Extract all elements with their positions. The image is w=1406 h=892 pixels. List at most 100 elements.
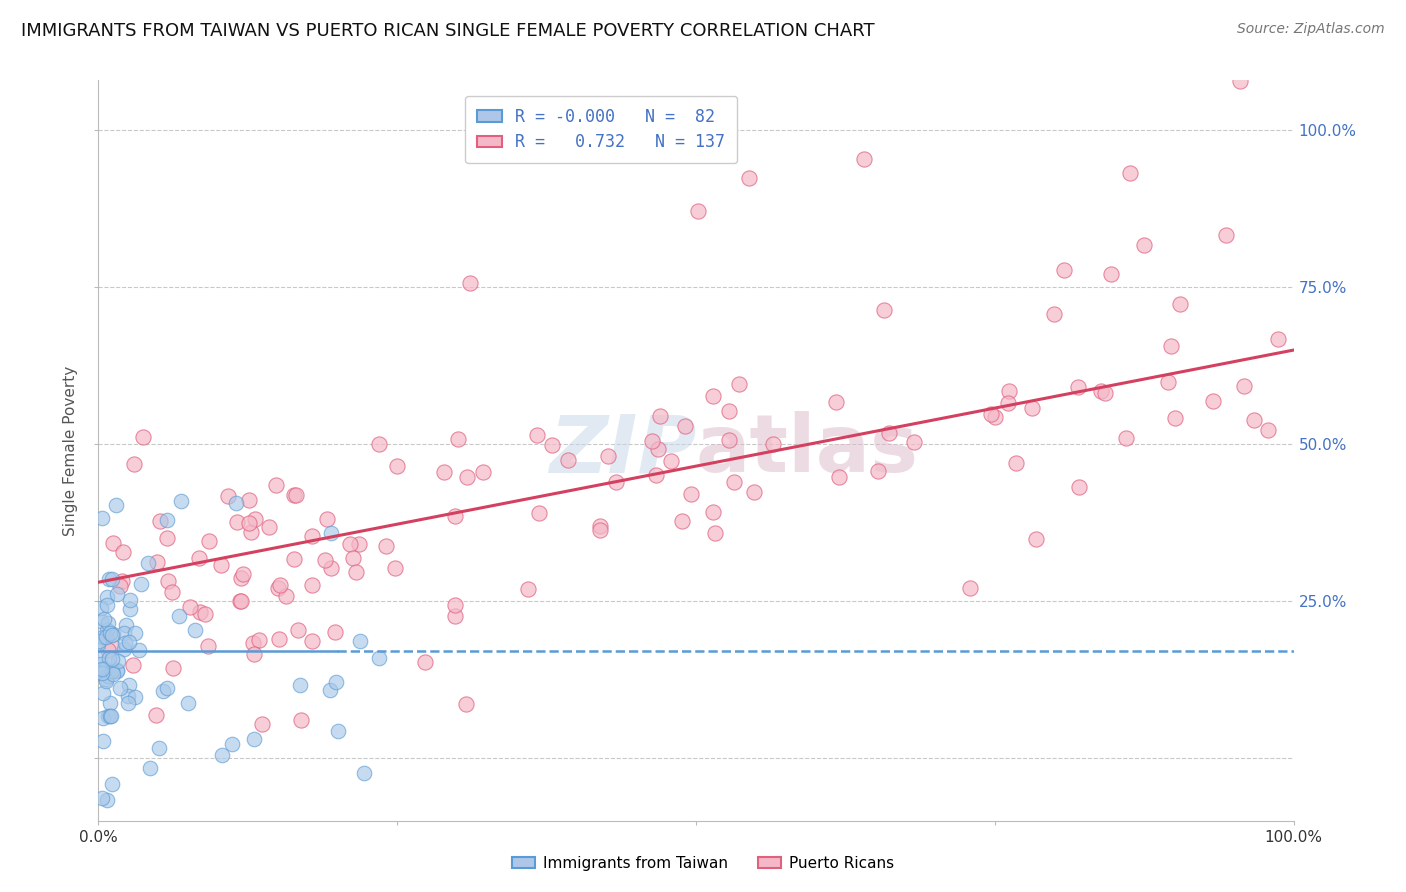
Text: ZIP: ZIP xyxy=(548,411,696,490)
Point xyxy=(89,633,111,648)
Point xyxy=(301,578,323,592)
Point xyxy=(145,708,167,723)
Point xyxy=(117,696,139,710)
Point xyxy=(156,531,179,545)
Point xyxy=(132,429,155,443)
Point xyxy=(1069,480,1091,494)
Point xyxy=(97,615,120,630)
Point xyxy=(267,582,290,596)
Point xyxy=(605,475,627,490)
Point xyxy=(1004,457,1026,471)
Point xyxy=(742,484,765,499)
Point xyxy=(287,624,309,638)
Point xyxy=(97,709,120,723)
Point xyxy=(266,477,288,491)
Point xyxy=(217,489,239,503)
Point xyxy=(122,457,145,471)
Point xyxy=(323,625,346,640)
Point xyxy=(129,577,152,591)
Point xyxy=(1229,74,1251,88)
Point xyxy=(1243,413,1265,427)
Point xyxy=(433,465,456,479)
Point xyxy=(118,678,141,692)
Point xyxy=(96,623,118,637)
Point xyxy=(118,602,141,616)
Point xyxy=(139,761,162,775)
Point xyxy=(94,672,117,686)
Point xyxy=(1202,394,1225,409)
Point xyxy=(96,599,118,613)
Point xyxy=(101,573,124,587)
Point xyxy=(702,389,724,403)
Point xyxy=(516,582,538,597)
Point xyxy=(103,667,125,681)
Point xyxy=(1053,263,1076,277)
Point xyxy=(384,560,406,574)
Point xyxy=(702,505,724,519)
Point xyxy=(454,698,477,712)
Point xyxy=(526,427,548,442)
Point xyxy=(314,553,336,567)
Point xyxy=(100,664,122,678)
Point xyxy=(723,475,745,489)
Point xyxy=(374,539,396,553)
Point xyxy=(997,396,1019,410)
Point xyxy=(762,436,785,450)
Point xyxy=(645,467,668,482)
Point xyxy=(197,639,219,653)
Point xyxy=(97,669,120,683)
Text: IMMIGRANTS FROM TAIWAN VS PUERTO RICAN SINGLE FEMALE POVERTY CORRELATION CHART: IMMIGRANTS FROM TAIWAN VS PUERTO RICAN S… xyxy=(21,22,875,40)
Point xyxy=(1164,411,1187,425)
Point xyxy=(326,723,349,738)
Point xyxy=(589,523,612,537)
Point xyxy=(97,643,120,657)
Point xyxy=(96,793,118,807)
Point xyxy=(98,626,121,640)
Point xyxy=(1067,380,1090,394)
Point xyxy=(124,626,146,640)
Point xyxy=(1021,401,1043,415)
Point xyxy=(229,594,252,608)
Point xyxy=(87,637,110,651)
Point xyxy=(177,696,200,710)
Point xyxy=(738,171,761,186)
Point xyxy=(824,394,846,409)
Point xyxy=(101,628,124,642)
Point xyxy=(541,438,564,452)
Point xyxy=(344,566,367,580)
Point xyxy=(194,607,217,621)
Legend: Immigrants from Taiwan, Puerto Ricans: Immigrants from Taiwan, Puerto Ricans xyxy=(506,850,900,877)
Point xyxy=(160,584,183,599)
Point xyxy=(315,512,337,526)
Point xyxy=(226,516,249,530)
Point xyxy=(1025,532,1047,546)
Point xyxy=(1119,166,1142,180)
Point xyxy=(122,658,145,673)
Point xyxy=(167,609,190,624)
Point xyxy=(105,586,128,600)
Point xyxy=(984,409,1007,424)
Point xyxy=(117,689,139,703)
Point xyxy=(1090,384,1112,398)
Point xyxy=(101,652,124,666)
Point xyxy=(447,432,470,446)
Point xyxy=(415,656,437,670)
Point xyxy=(1215,228,1237,243)
Point xyxy=(290,713,312,727)
Point xyxy=(1157,376,1180,390)
Point xyxy=(385,459,408,474)
Point xyxy=(980,407,1002,421)
Point xyxy=(301,634,323,648)
Point xyxy=(353,765,375,780)
Point xyxy=(997,384,1019,398)
Point xyxy=(347,537,370,551)
Point xyxy=(443,609,465,624)
Point xyxy=(673,418,696,433)
Text: Source: ZipAtlas.com: Source: ZipAtlas.com xyxy=(1237,22,1385,37)
Point xyxy=(368,651,391,665)
Point xyxy=(105,498,128,512)
Point xyxy=(959,582,981,596)
Point xyxy=(1233,379,1256,393)
Point xyxy=(101,640,124,654)
Point xyxy=(686,203,709,218)
